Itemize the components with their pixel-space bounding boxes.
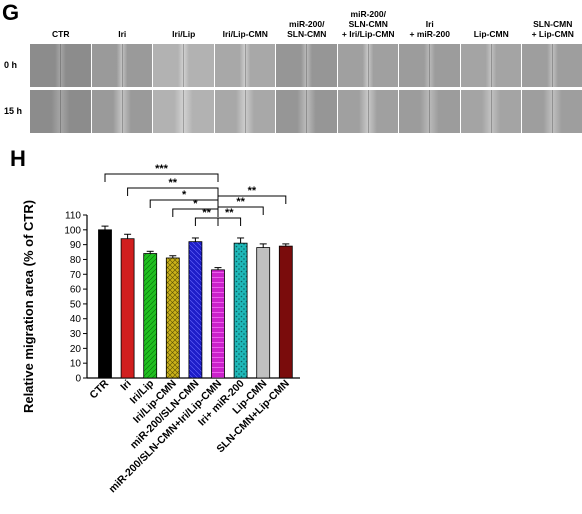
bar (256, 247, 271, 379)
tile-seam (244, 90, 246, 133)
y-tick-label: 60 (70, 285, 82, 296)
y-tick-label: 70 (70, 270, 82, 281)
micrograph-tile (91, 44, 152, 87)
micrograph-tile (399, 44, 460, 87)
micrograph-column-header: Iri/Lip (172, 29, 196, 39)
micrograph-tile (522, 90, 582, 133)
significance-bracket (217, 195, 287, 204)
tile-seam (367, 44, 369, 87)
x-category-label: Iri (118, 378, 134, 394)
tile-seam (429, 90, 431, 133)
y-tick-label: 80 (70, 255, 82, 266)
significance-bracket (104, 173, 219, 182)
micrograph-tile (214, 90, 275, 133)
micrograph-tile (276, 90, 337, 133)
significance-label: ** (248, 185, 257, 197)
micrograph-tile (30, 90, 91, 133)
micrograph-tile (460, 44, 521, 87)
significance-label: ** (169, 177, 178, 189)
panel-h-label: H (10, 146, 26, 171)
significance-label: *** (155, 163, 169, 175)
y-tick-label: 110 (65, 211, 81, 222)
micrograph-row-header: 15 h (4, 106, 23, 116)
micrograph-tile (337, 44, 398, 87)
bar (211, 269, 225, 379)
y-tick-label: 40 (70, 314, 82, 325)
micrograph-tile (153, 90, 214, 133)
y-tick-label: 0 (75, 374, 81, 385)
y-tick-label: 10 (70, 359, 82, 370)
y-tick-label: 30 (70, 329, 82, 340)
bar (120, 238, 135, 379)
micrograph-column-header: CTR (52, 29, 70, 39)
micrograph-column-header: Lip-CMN (473, 29, 509, 39)
tile-seam (306, 90, 308, 133)
tile-seam (552, 44, 554, 87)
significance-bracket (217, 206, 264, 215)
panel-g-label: G (2, 0, 20, 25)
micrograph-tile (214, 44, 275, 87)
y-tick-label: 50 (70, 299, 82, 310)
tile-seam (244, 44, 246, 87)
x-category-label: CTR (87, 377, 111, 401)
tile-seam (306, 44, 308, 87)
micrograph-tile (276, 44, 337, 87)
tile-seam (490, 44, 492, 87)
micrograph-tile (153, 44, 214, 87)
significance-bracket (217, 217, 242, 226)
significance-bracket (172, 208, 219, 217)
significance-label: ** (225, 207, 234, 219)
micrograph-column-header: Iri (118, 29, 127, 39)
tile-seam (60, 44, 62, 87)
tile-seam (60, 90, 62, 133)
bar (188, 241, 203, 379)
tile-seam (121, 44, 123, 87)
tile-seam (183, 90, 185, 133)
significance-bracket (194, 217, 219, 226)
micrograph-column-header: miR-200/ SLN-CMN + Iri/Lip-CMN (341, 9, 395, 39)
micrograph-tile (30, 44, 91, 87)
micrograph-column-header: miR-200/ SLN-CMN (287, 19, 327, 39)
micrograph-column-header: SLN-CMN + Lip-CMN (531, 19, 574, 39)
micrograph-column-header: Iri + miR-200 (409, 19, 450, 39)
tile-seam (490, 90, 492, 133)
tile-seam (367, 90, 369, 133)
tile-seam (121, 90, 123, 133)
y-tick-label: 20 (70, 344, 82, 355)
tile-seam (183, 44, 185, 87)
bar (143, 253, 158, 379)
micrograph-tile (337, 90, 398, 133)
significance-label: ** (236, 196, 245, 208)
significance-label: ** (202, 207, 211, 219)
micrograph-tile (460, 90, 521, 133)
y-axis-label: Relative migration area (% of CTR) (21, 200, 36, 413)
y-tick-label: 90 (70, 240, 82, 251)
y-tick-label: 100 (64, 225, 81, 236)
tile-seam (552, 90, 554, 133)
micrograph-row-header: 0 h (4, 60, 18, 70)
micrograph-column-header: Iri/Lip-CMN (222, 29, 268, 39)
bar (278, 245, 293, 379)
bar (98, 229, 112, 379)
micrograph-tile (522, 44, 582, 87)
significance-bracket (127, 187, 219, 196)
significance-label: * (182, 189, 187, 201)
bar (233, 242, 248, 379)
bar (165, 257, 180, 379)
micrograph-tile (399, 90, 460, 133)
significance-label: * (193, 198, 198, 210)
micrograph-tile (91, 90, 152, 133)
tile-seam (429, 44, 431, 87)
